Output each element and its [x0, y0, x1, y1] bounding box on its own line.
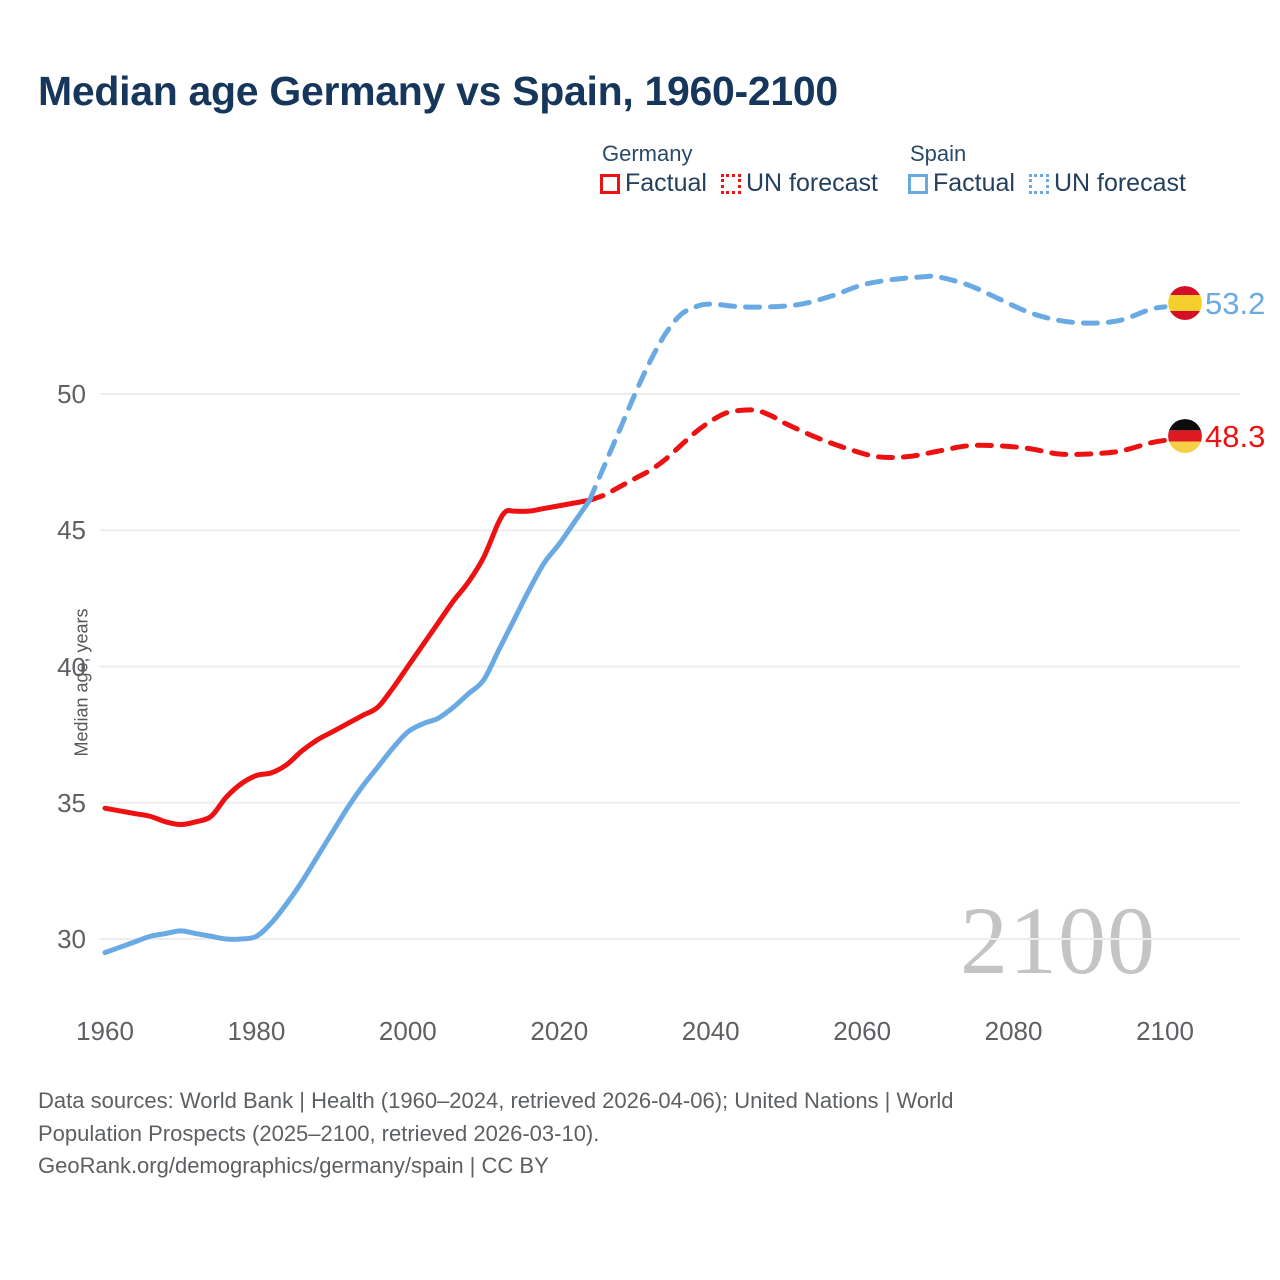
- gridlines: [100, 393, 1240, 940]
- x-tick-label: 2000: [378, 1016, 437, 1046]
- end-label-germany: 48.3: [1168, 419, 1265, 453]
- legend-item-germany-factual[interactable]: Factual: [600, 171, 707, 196]
- germany-flag-icon: [1168, 419, 1202, 453]
- footer-sources: Data sources: World Bank | Health (1960–…: [38, 1085, 1218, 1183]
- legend-entries-spain: Factual UN forecast: [907, 169, 1186, 197]
- x-axis-ticks: 1960 1980 2000 2020 2040 2060 2080 2100: [0, 1018, 1280, 1058]
- legend-item-spain-factual[interactable]: Factual: [907, 169, 1015, 197]
- legend-swatch-dotted-icon: [1028, 173, 1049, 194]
- legend-swatch-dotted-icon: [720, 173, 741, 194]
- legend-group-spain: Spain Factual UN forecast: [907, 141, 1186, 197]
- x-tick-label: 2020: [530, 1016, 589, 1046]
- page-title: Median age Germany vs Spain, 1960-2100: [38, 68, 838, 114]
- y-axis-ticks: 30 35 40 45 50: [30, 0, 86, 1280]
- line-germany-factual: [102, 497, 593, 828]
- watermark-year: 2100: [960, 887, 1156, 994]
- line-germany-forecast: [587, 407, 1168, 503]
- legend-group-germany: Germany Factual UN forecast: [600, 143, 878, 196]
- footer-line-1: Data sources: World Bank | Health (1960–…: [38, 1088, 954, 1113]
- y-tick-label: 30: [57, 924, 86, 954]
- x-tick-label: 2100: [1136, 1016, 1194, 1046]
- x-tick-label: 1980: [227, 1016, 286, 1046]
- x-tick-label: 1960: [76, 1016, 134, 1046]
- legend-entries-germany: Factual UN forecast: [600, 171, 878, 196]
- end-value-spain: 53.2: [1205, 285, 1266, 321]
- end-value-germany: 48.3: [1205, 418, 1266, 454]
- legend-label-spain-factual: Factual: [932, 169, 1015, 197]
- legend-label-spain-forecast: UN forecast: [1053, 169, 1186, 197]
- chart-legend: Germany Factual UN forecast Spain Factua…: [600, 143, 1186, 196]
- footer-line-2: Population Prospects (2025–2100, retriev…: [38, 1120, 600, 1146]
- y-tick-label: 35: [57, 787, 86, 818]
- spain-flag-icon: [1168, 286, 1202, 320]
- x-tick-label: 2040: [681, 1016, 740, 1046]
- legend-label-germany-forecast: UN forecast: [745, 169, 878, 197]
- footer-line-3: GeoRank.org/demographics/germany/spain |…: [38, 1153, 549, 1179]
- legend-swatch-solid-icon: [907, 173, 928, 194]
- y-tick-label: 50: [57, 379, 86, 409]
- end-label-spain: 53.2: [1168, 286, 1265, 320]
- legend-group-title-spain: Spain: [909, 141, 967, 166]
- line-spain-factual: [102, 497, 593, 956]
- legend-item-spain-forecast[interactable]: UN forecast: [1028, 169, 1186, 197]
- x-tick-label: 2060: [833, 1016, 892, 1046]
- legend-swatch-solid-icon: [600, 173, 620, 194]
- legend-group-title-germany: Germany: [602, 141, 693, 166]
- series-lines: [102, 273, 1168, 956]
- y-tick-label: 40: [57, 651, 86, 682]
- x-tick-label: 2080: [984, 1016, 1043, 1046]
- line-spain-forecast: [587, 273, 1168, 503]
- y-tick-label: 45: [57, 515, 86, 546]
- legend-label-germany-factual: Factual: [625, 169, 707, 197]
- legend-item-germany-forecast[interactable]: UN forecast: [720, 169, 878, 197]
